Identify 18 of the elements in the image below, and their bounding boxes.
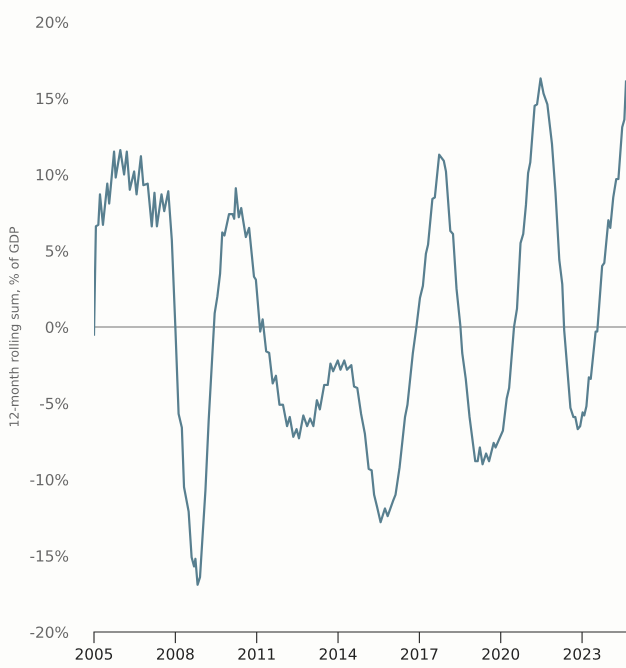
y-tick-label: -10% — [30, 474, 68, 486]
y-tick-label: 10% — [36, 168, 68, 181]
y-tick-label: 5% — [46, 245, 68, 257]
y-tick-label: -5% — [40, 398, 68, 410]
x-tick-label: 2017 — [401, 648, 438, 660]
y-tick-label: 15% — [36, 92, 68, 104]
x-tick-label: 2023 — [564, 648, 600, 660]
x-tick-label: 2020 — [482, 648, 520, 660]
y-axis-title: 12-month rolling sum, % of GDP — [9, 226, 22, 426]
x-tick-label: 2014 — [320, 648, 357, 660]
y-tick-label: -15% — [30, 550, 68, 562]
y-tick-label: -20% — [30, 626, 68, 638]
y-tick-label: 0% — [46, 321, 68, 334]
x-tick-label: 2008 — [157, 648, 194, 660]
x-tick-label: 2005 — [76, 648, 112, 660]
x-tick-label: 2011 — [238, 648, 275, 660]
line-series — [94, 77, 626, 586]
y-tick-label: 20% — [36, 16, 68, 28]
